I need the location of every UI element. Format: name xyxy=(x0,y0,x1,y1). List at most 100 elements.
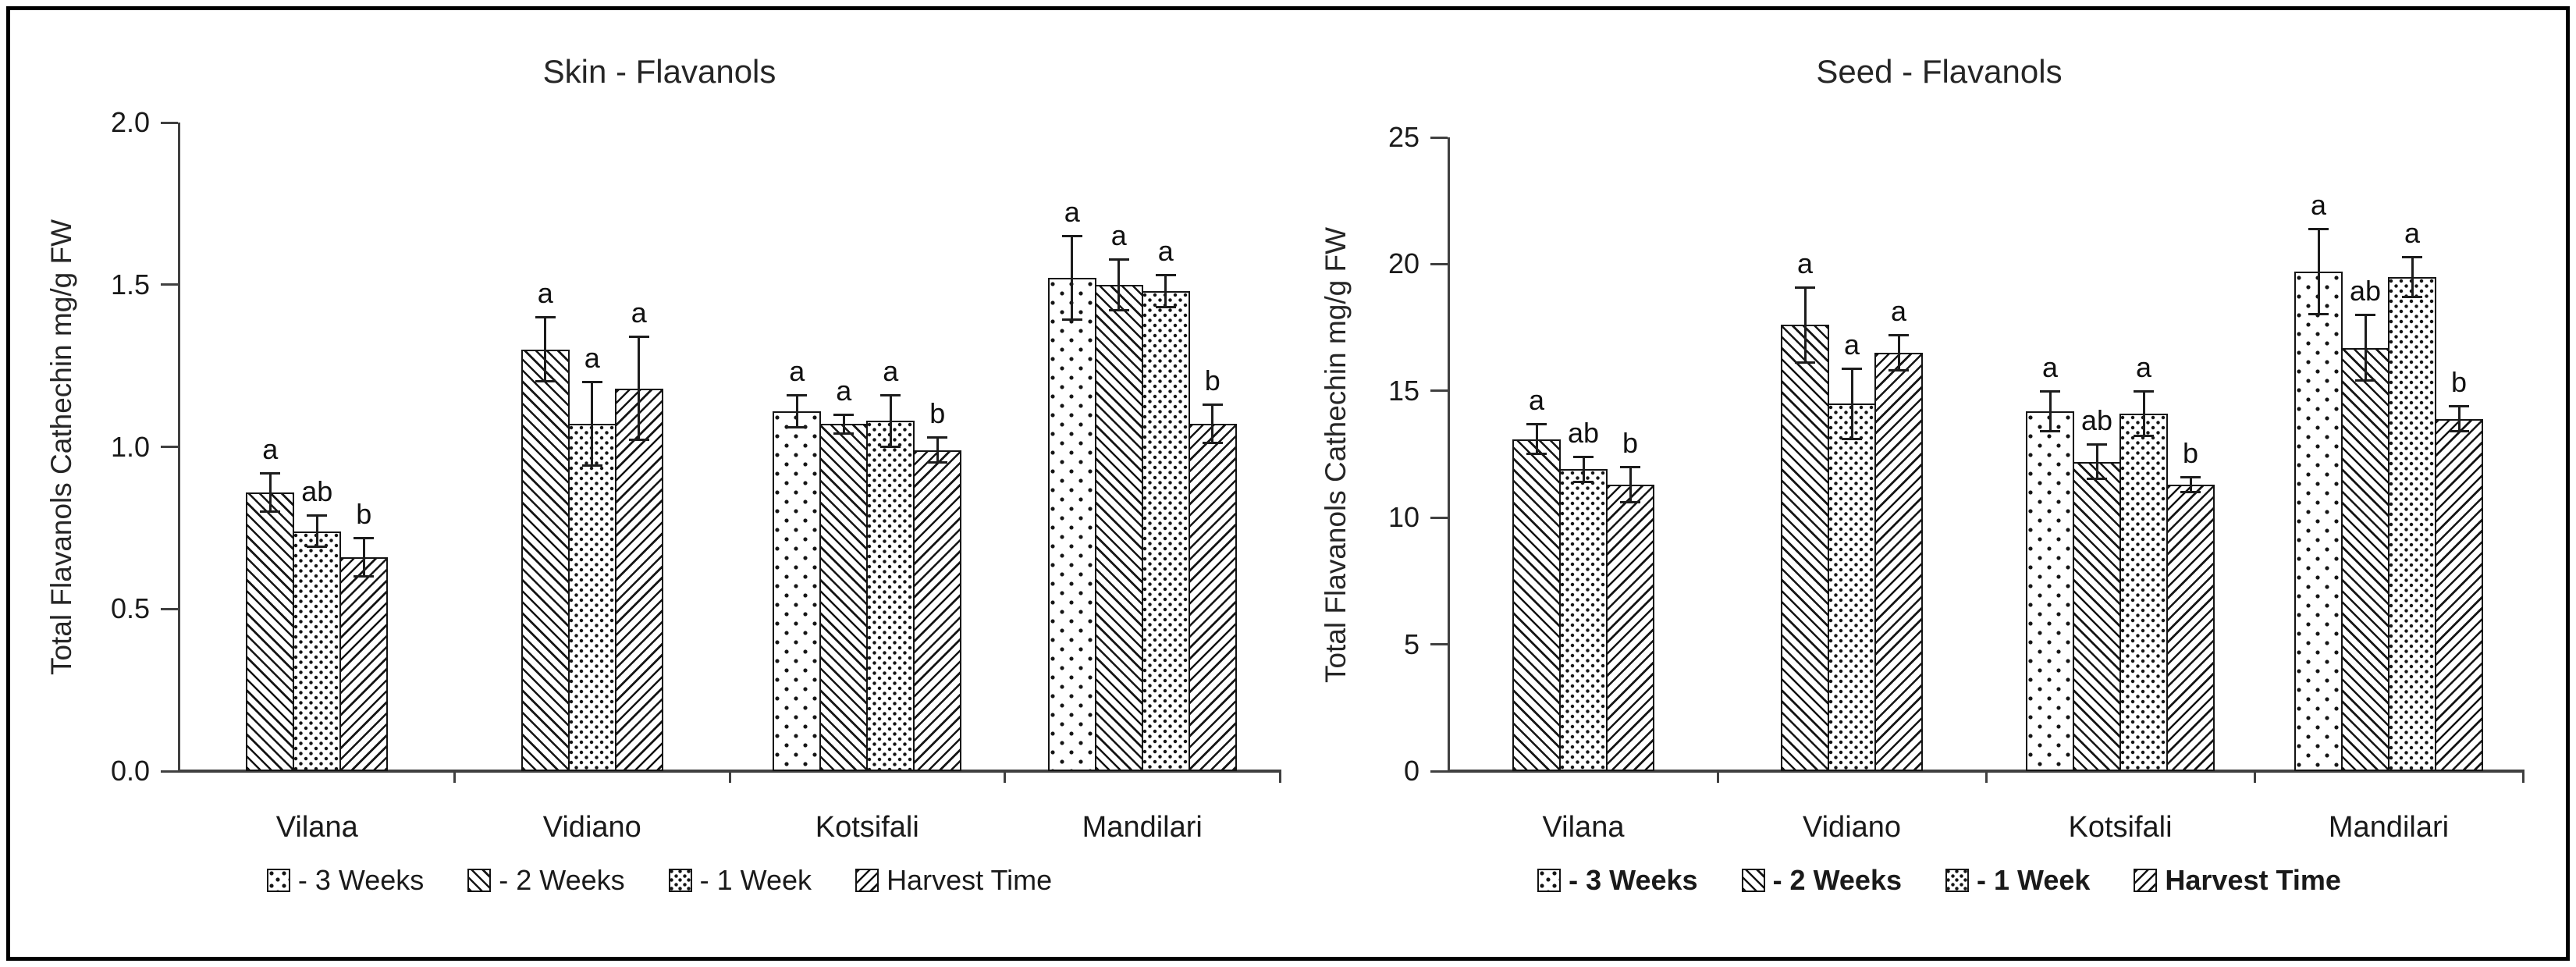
error-bar-line xyxy=(1803,286,1807,364)
significance-letter: b xyxy=(1622,427,1639,460)
error-bar-line xyxy=(1850,368,1853,439)
error-bar-cap-bottom xyxy=(833,432,855,435)
significance-letter: b xyxy=(2182,437,2199,470)
bar-mandilari-2-weeks xyxy=(2341,347,2389,771)
legend-label: - 3 Weeks xyxy=(1569,864,1698,896)
error-bar-line xyxy=(842,414,845,434)
error-bar-cap-top xyxy=(260,471,281,475)
bar-mandilari-1-week xyxy=(2388,276,2436,771)
y-tick-mark xyxy=(1430,770,1448,773)
bar-mandilari-harvest-time xyxy=(1188,424,1237,771)
legend-label: Harvest Time xyxy=(886,864,1053,896)
bar-vilana-1-week xyxy=(293,531,342,771)
legend-item-1-week: - 1 Week xyxy=(668,865,812,896)
error-bar-cap-top xyxy=(2087,443,2107,446)
error-bar-cap-bottom xyxy=(307,546,328,549)
error-bar-line xyxy=(1897,335,1900,371)
error-bar-cap-top xyxy=(1842,367,1862,370)
error-bar-line xyxy=(2457,406,2461,432)
category-label-vilana: Vilana xyxy=(275,811,358,844)
error-bar-cap-bottom xyxy=(1795,361,1815,364)
bar-mandilari-1-week xyxy=(1141,291,1190,771)
significance-letter: a xyxy=(1843,328,1860,361)
error-bar-cap-bottom xyxy=(2087,478,2107,481)
bar-mandilari-3-weeks xyxy=(2294,272,2343,771)
y-tick-mark xyxy=(161,446,178,448)
bar-kotsifali-2-weeks xyxy=(2073,461,2121,771)
y-tick-mark xyxy=(1430,643,1448,646)
error-bar-cap-top xyxy=(1620,466,1640,469)
bar-kotsifali-3-weeks xyxy=(773,411,822,771)
bar-vilana-2-weeks xyxy=(246,492,295,771)
error-bar-cap-top xyxy=(787,394,808,397)
y-tick-label: 10 xyxy=(1387,501,1419,534)
error-bar-cap-bottom xyxy=(1155,305,1176,308)
error-bar-line xyxy=(2142,390,2145,437)
error-bar-line xyxy=(2189,477,2192,492)
error-bar-line xyxy=(1211,404,1214,444)
bar-vilana-harvest-time xyxy=(339,556,389,771)
error-bar-line xyxy=(2364,315,2367,381)
x-tick-mark xyxy=(2253,771,2256,783)
y-tick-mark xyxy=(161,283,178,286)
error-bar-cap-top xyxy=(833,413,855,416)
x-tick-mark xyxy=(1278,771,1281,783)
error-bar-cap-top xyxy=(2308,227,2329,230)
x-tick-mark xyxy=(1004,771,1006,783)
chart-title-skin: Skin - Flavanols xyxy=(542,53,776,90)
y-axis-line xyxy=(1448,137,1450,771)
y-tick-label: 1.5 xyxy=(110,268,150,300)
error-bar-line xyxy=(889,395,892,447)
error-bar-cap-bottom xyxy=(1620,500,1640,503)
legend-swatch-hatch-slash xyxy=(855,869,879,892)
y-tick-mark xyxy=(1430,389,1448,393)
significance-letter: a xyxy=(537,277,553,310)
error-bar-cap-top xyxy=(2180,476,2201,479)
legend-label: Harvest Time xyxy=(2165,864,2341,896)
significance-letter: a xyxy=(1528,384,1545,417)
error-bar-cap-top xyxy=(2449,405,2469,408)
y-tick-label: 20 xyxy=(1387,247,1419,280)
significance-letter: a xyxy=(789,355,805,388)
y-tick-label: 0.5 xyxy=(110,592,150,625)
error-bar-cap-bottom xyxy=(1202,442,1223,445)
legend-seed: - 3 Weeks - 2 Weeks - 1 Week Harvest Time xyxy=(1311,865,2567,896)
error-bar-line xyxy=(2411,256,2414,297)
error-bar-cap-top xyxy=(927,436,948,439)
legend-item-2-weeks: - 2 Weeks xyxy=(1741,865,1902,896)
error-bar-cap-bottom xyxy=(581,464,602,468)
y-tick-label: 15 xyxy=(1387,374,1419,407)
error-bar-cap-top xyxy=(1526,423,1547,426)
legend-swatch-dots-sparse xyxy=(1537,869,1562,892)
error-bar-cap-top xyxy=(1888,334,1909,337)
bar-kotsifali-3-weeks xyxy=(2026,411,2074,771)
significance-letter: ab xyxy=(301,475,333,507)
category-label-mandilari: Mandilari xyxy=(2328,811,2450,844)
significance-letter: b xyxy=(2450,366,2468,399)
error-bar-cap-bottom xyxy=(2308,313,2329,316)
error-bar-cap-top xyxy=(2134,389,2154,393)
legend-swatch-hatch-backslash xyxy=(467,869,492,892)
legend-item-1-week: - 1 Week xyxy=(1945,865,2090,896)
significance-letter: a xyxy=(1890,295,1907,328)
legend-swatch-dots-sparse xyxy=(266,869,290,892)
error-bar-line xyxy=(2048,390,2052,432)
error-bar-cap-top xyxy=(1795,286,1815,289)
error-bar-cap-top xyxy=(2040,389,2060,393)
legend-item-3-weeks: - 3 Weeks xyxy=(266,865,424,896)
error-bar-line xyxy=(315,514,318,548)
error-bar-line xyxy=(2317,228,2320,315)
significance-letter: a xyxy=(1064,196,1080,229)
error-bar-cap-top xyxy=(1108,258,1129,261)
bar-vilana-2-weeks xyxy=(1512,439,1561,771)
x-tick-mark xyxy=(2521,771,2524,783)
significance-letter: b xyxy=(1204,364,1220,397)
bar-vilana-harvest-time xyxy=(1606,484,1654,771)
y-tick-mark xyxy=(161,770,178,773)
error-bar-cap-bottom xyxy=(2134,435,2154,438)
error-bar-cap-bottom xyxy=(1888,368,1909,372)
error-bar-cap-top xyxy=(307,514,328,517)
significance-letter: ab xyxy=(1567,417,1600,450)
error-bar-cap-top xyxy=(880,394,901,397)
